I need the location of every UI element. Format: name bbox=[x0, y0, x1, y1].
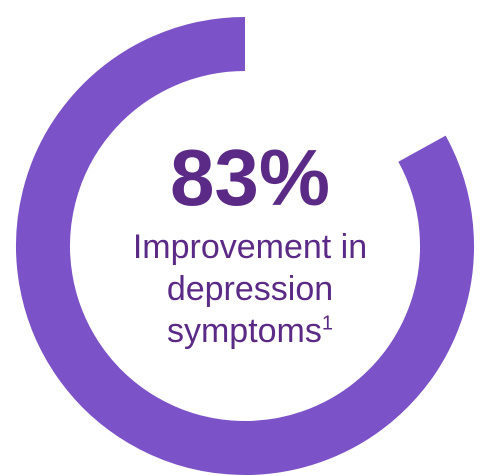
stat-center: 83% Improvement in depression symptoms1 bbox=[60, 130, 440, 352]
donut-filled-arc bbox=[16, 17, 474, 475]
stat-value: 83% bbox=[169, 133, 331, 222]
caption-line-1: Improvement in bbox=[132, 228, 368, 266]
caption-line-2: depression bbox=[166, 270, 334, 308]
stat-caption: Improvement in depression symptoms1 bbox=[60, 226, 440, 352]
caption-line-3-text: symptoms bbox=[166, 312, 322, 350]
footnote-marker: 1 bbox=[321, 312, 334, 335]
caption-line-3: symptoms1 bbox=[60, 310, 440, 352]
